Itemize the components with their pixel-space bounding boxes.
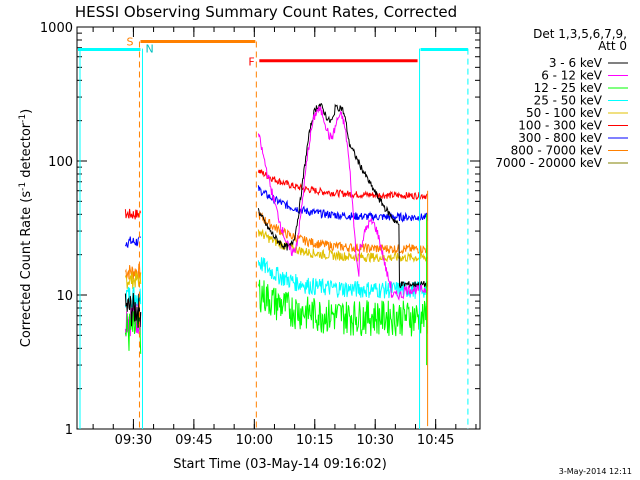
y-axis-label-mid: detector	[19, 122, 34, 182]
x-tick-label: 09:30	[115, 433, 152, 448]
trace-100-300kev	[257, 169, 428, 201]
x-tick-label: 10:45	[417, 433, 454, 448]
legend-label: 100 - 300 keV	[518, 119, 602, 133]
traces	[124, 103, 429, 427]
plot-frame	[76, 26, 481, 430]
trace-300-800kev	[257, 185, 429, 223]
trace-100-300kev	[124, 208, 142, 220]
legend-label: 25 - 50 keV	[534, 94, 603, 108]
chart-title: HESSI Observing Summary Count Rates, Cor…	[75, 3, 457, 21]
trace-12-25kev	[257, 279, 429, 337]
legend-header-line1: Det 1,3,5,6,7,9,	[533, 27, 627, 41]
trace-6-12kev	[257, 105, 429, 301]
legend-label: 12 - 25 keV	[534, 81, 603, 95]
x-tick-label: 10:30	[356, 433, 393, 448]
legend-label: 6 - 12 keV	[541, 69, 603, 83]
trace-50-100kev	[257, 228, 429, 264]
trace-25-50kev	[124, 286, 142, 309]
x-tick-label: 09:45	[175, 433, 212, 448]
x-axis: 09:30 09:45 10:00 10:15 10:30 10:45	[92, 27, 477, 448]
flag-label-n: N	[145, 43, 153, 56]
legend-label: 300 - 800 keV	[518, 131, 602, 145]
y-tick-label: 1	[65, 423, 73, 438]
trace-800-7000kev	[124, 262, 142, 280]
flag-label-s: S	[126, 35, 133, 48]
y-axis-label-end: )	[19, 109, 34, 114]
legend-header-line2: Att 0	[598, 39, 627, 53]
y-tick-label: 10	[56, 289, 73, 304]
flags: SN F	[78, 35, 469, 429]
y-axis: 1 10 100 1000	[40, 21, 480, 438]
trace-25-50kev	[257, 257, 429, 299]
trace-3-6kev	[124, 292, 142, 328]
trace-3-6kev	[257, 103, 429, 289]
x-tick-label: 10:00	[236, 433, 273, 448]
legend-label: 3 - 6 keV	[549, 56, 603, 70]
legend-label: 800 - 7000 keV	[511, 144, 603, 158]
x-tick-label: 10:15	[296, 433, 333, 448]
trace-50-100kev	[124, 271, 142, 290]
y-tick-label: 1000	[40, 21, 73, 36]
y-axis-label-sup2: -1	[18, 114, 28, 123]
legend-label: 50 - 100 keV	[526, 106, 603, 120]
y-tick-label: 100	[48, 155, 73, 170]
trace-300-800kev	[124, 235, 142, 249]
y-axis-label-main: Corrected Count Rate (s	[19, 191, 34, 348]
y-axis-label: Corrected Count Rate (s-1 detector-1)	[18, 109, 34, 347]
x-axis-label: Start Time (03-May-14 09:16:02)	[173, 457, 387, 472]
legend-label: 7000 - 20000 keV	[495, 156, 602, 170]
flag-label-f: F	[248, 56, 254, 69]
y-axis-label-sup1: -1	[18, 182, 28, 191]
footer-date: 3-May-2014 12:11	[559, 467, 632, 476]
